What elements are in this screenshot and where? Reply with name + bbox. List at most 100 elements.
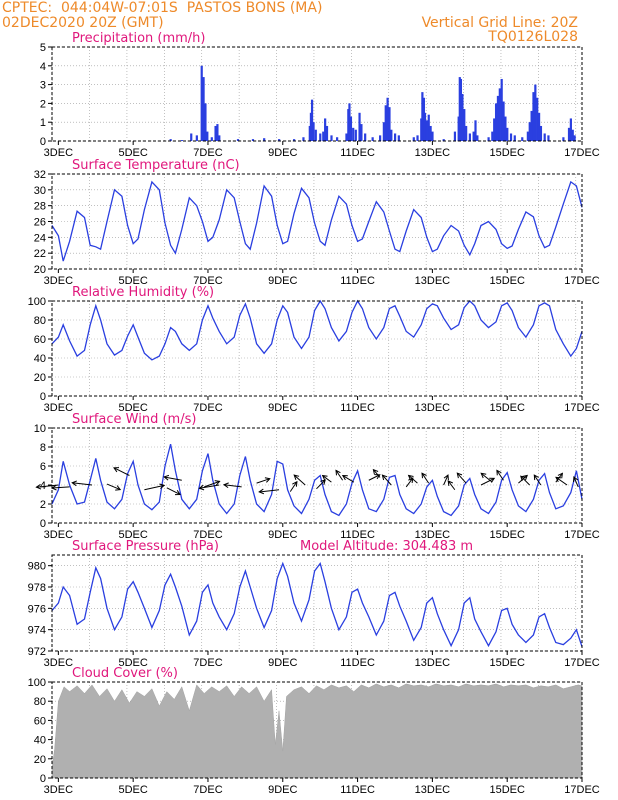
xtick-label: 5DEC — [118, 657, 147, 669]
xtick-label: 17DEC — [564, 657, 600, 669]
precip-bar — [502, 101, 505, 141]
precip-bar — [496, 95, 500, 141]
wind-arrowhead — [381, 474, 388, 481]
precip-bar — [494, 103, 498, 141]
precip-bar — [498, 88, 501, 141]
xtick-label: 13DEC — [415, 402, 451, 414]
precip-bar — [312, 122, 315, 141]
precip-bar — [204, 103, 207, 141]
ytick-label: 22 — [34, 248, 46, 260]
header-model: TQ0126L028 — [487, 29, 578, 45]
precip-bar — [420, 118, 423, 141]
xtick-label: 15DEC — [489, 657, 525, 669]
ytick-label: 0 — [40, 518, 46, 530]
precip-bar — [393, 133, 397, 141]
precip-bar — [386, 97, 389, 141]
ytick-label: 40 — [34, 353, 46, 365]
ytick-label: 20 — [34, 264, 46, 276]
ytick-label: 26 — [34, 217, 46, 229]
wind-arrowhead — [407, 474, 414, 481]
ytick-label: 80 — [34, 696, 46, 708]
wind-arrowhead — [447, 480, 454, 486]
precip-bar — [412, 137, 415, 141]
precip-bar — [547, 135, 550, 141]
wind-arrowhead — [293, 474, 300, 480]
panel-1: Precipitation (mm/h) 0 1 2 3 4 5 3DEC 5DEC 7DEC 9D… — [40, 31, 600, 159]
precip-bar — [202, 77, 205, 141]
wind-arrowhead — [264, 477, 271, 483]
header-run-time: 02DEC2020 20Z (GMT) — [2, 15, 164, 31]
precip-bar — [354, 129, 357, 141]
wind-arrowhead — [456, 472, 463, 479]
xtick-label: 11DEC — [340, 529, 375, 541]
precip-bar — [539, 125, 543, 141]
wind-vector — [293, 474, 306, 486]
wind-vector — [113, 467, 130, 476]
precip-bar — [474, 120, 477, 141]
xtick-label: 7DEC — [193, 529, 222, 541]
precip-bar — [509, 133, 513, 141]
ytick-label: 972 — [28, 646, 46, 658]
precip-bar — [292, 139, 296, 141]
xtick-label: 11DEC — [340, 147, 375, 159]
precip-bar — [463, 109, 466, 141]
precip-bar — [348, 103, 351, 141]
panel-title: Cloud Cover (%) — [72, 666, 178, 681]
ytick-label: 980 — [28, 561, 46, 573]
wind-arrowhead — [214, 480, 221, 486]
panels: Precipitation (mm/h) 0 1 2 3 4 5 3DEC 5DEC 7DEC 9D… — [28, 31, 600, 796]
xtick-label: 5DEC — [118, 784, 147, 796]
wind-vector — [166, 487, 181, 495]
precip-bar — [180, 140, 183, 141]
wind-arrowhead — [421, 472, 427, 479]
series-line — [51, 443, 583, 517]
wind-arrowhead — [320, 479, 326, 485]
xtick-label: 3DEC — [44, 657, 73, 669]
precip-bar — [324, 118, 327, 141]
xtick-label: 17DEC — [564, 529, 600, 541]
xtick-label: 15DEC — [489, 275, 525, 287]
ytick-label: 24 — [34, 232, 46, 244]
precip-bar — [567, 127, 571, 141]
precip-bar — [214, 125, 217, 141]
wind-vector — [518, 475, 528, 484]
wind-vector — [480, 477, 495, 486]
precip-bar — [216, 124, 219, 141]
wind-arrowhead — [174, 490, 181, 496]
xtick-label: 13DEC — [415, 784, 451, 796]
xtick-label: 15DEC — [489, 784, 525, 796]
ytick-label: 0 — [40, 136, 46, 148]
wind-vector — [496, 470, 504, 481]
xtick-label: 11DEC — [340, 402, 375, 414]
ytick-label: 4 — [40, 61, 46, 73]
precip-bar — [206, 131, 209, 141]
precip-bar — [504, 116, 507, 141]
wind-arrowhead — [198, 484, 205, 491]
precip-bar — [345, 133, 348, 141]
wind-vector — [405, 477, 414, 488]
precip-bar — [487, 137, 490, 141]
panel-subtitle: Model Altitude: 304.483 m — [300, 539, 473, 554]
xtick-label: 3DEC — [44, 275, 73, 287]
precip-bar — [322, 131, 325, 141]
xtick-label: 3DEC — [44, 402, 73, 414]
precip-bar — [534, 84, 537, 141]
precip-bar — [421, 92, 424, 141]
ytick-label: 40 — [34, 735, 46, 747]
precip-bar — [218, 135, 221, 141]
plot-frame — [51, 554, 583, 652]
wind-arrowhead — [573, 476, 579, 483]
wind-vector — [72, 482, 93, 486]
precip-bar — [388, 107, 391, 141]
precip-bar — [358, 112, 361, 141]
wind-vector — [421, 472, 430, 484]
precip-bar — [427, 114, 430, 141]
precip-bar — [476, 135, 479, 141]
xtick-label: 15DEC — [489, 147, 525, 159]
wind-arrowhead — [71, 480, 77, 487]
ytick-label: 3 — [40, 80, 46, 92]
xtick-label: 5DEC — [118, 275, 147, 287]
ytick-label: 978 — [28, 582, 46, 594]
precip-bar — [251, 139, 255, 141]
xtick-label: 9DEC — [268, 784, 297, 796]
